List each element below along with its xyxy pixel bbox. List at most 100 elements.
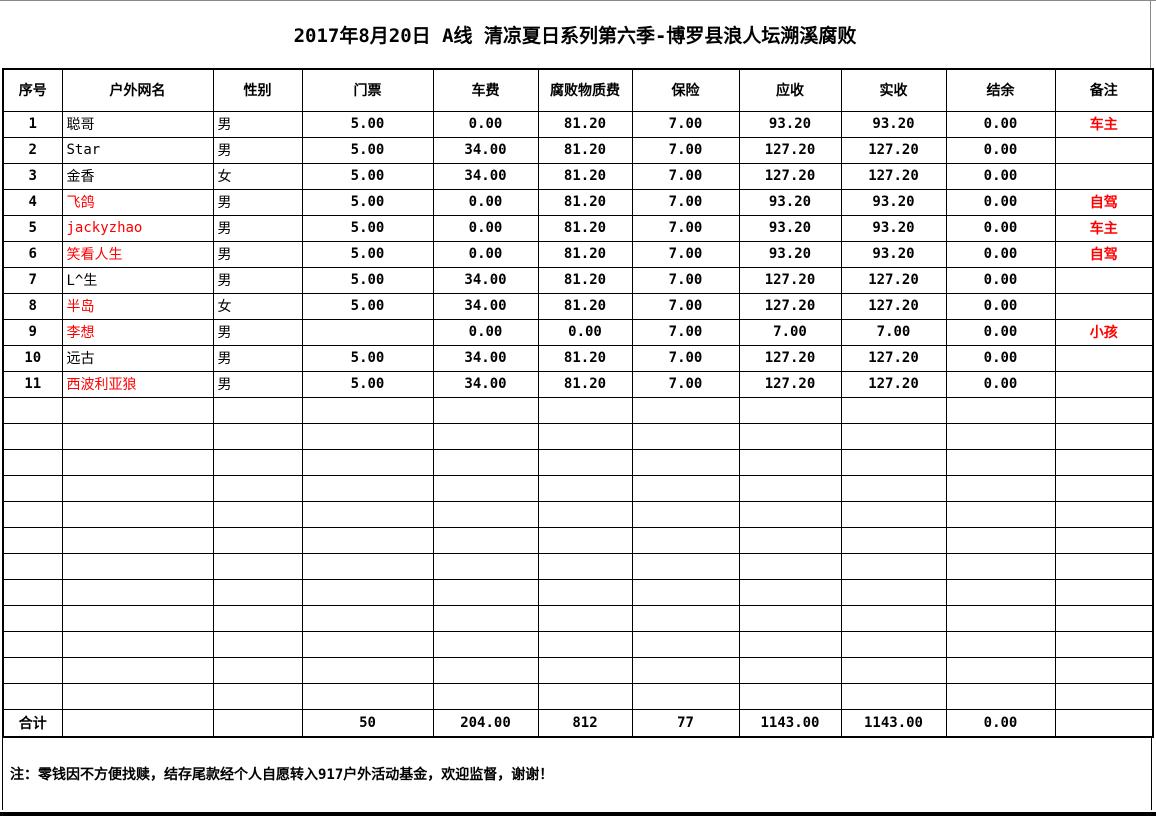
cell-insurance [631,396,740,424]
cell-gender [212,552,303,580]
table-row: 8 半岛女 5.00 34.00 81.20 7.00 127.20 127.20 0.00 [2,292,1154,320]
cell-supplies_fee: 81.20 [537,292,633,320]
cell-no: 3 [2,162,63,190]
table-row: 6 笑看人生男 5.00 0.00 81.20 7.00 93.20 93.20 0.00 自驾 [2,240,1154,268]
cell-car_fee: 0.00 [432,214,539,242]
table-row: 3 金香女 5.00 34.00 81.20 7.00 127.20 127.20 0.00 [2,162,1154,190]
cell-car_fee: 204.00 [432,708,539,738]
cell-insurance [631,448,740,476]
cell-remark [1054,162,1154,190]
cell-receivable [738,682,842,710]
cell-name [61,448,214,476]
cell-no: 1 [2,110,63,138]
cell-gender: 男 [212,188,303,216]
cell-received: 7.00 [840,318,947,346]
cell-no [2,578,63,606]
cell-receivable: 127.20 [738,266,842,294]
cell-gender: 男 [212,214,303,242]
cell-remark [1054,552,1154,580]
cell-balance [945,630,1056,658]
cell-insurance [631,578,740,606]
cell-gender: 男 [212,240,303,268]
cell-insurance: 7.00 [631,292,740,320]
cell-receivable: 127.20 [738,162,842,190]
table-row: 5 jackyzhao 男 5.00 0.00 81.20 7.00 93.20 93.20 0.… [2,214,1154,242]
page-title: 2017年8月20日 A线 清凉夏日系列第六季-博罗县浪人坛溯溪腐败 [293,25,857,47]
cell-receivable [738,396,842,424]
cell-balance [945,552,1056,580]
cell-balance [945,448,1056,476]
empty-row [2,656,1154,684]
column-header-received: 实收 [840,68,947,112]
header-row: 序号 户外网名 性别 门票 车费 腐败物质费 保险 应收 实收 结余 备注 [2,68,1154,112]
fee-table: 序号 户外网名 性别 门票 车费 腐败物质费 保险 应收 实收 结余 备注 1 聪哥男 5.00 0.00… [2,68,1154,738]
cell-receivable [738,630,842,658]
cell-received: 127.20 [840,136,947,164]
cell-received [840,526,947,554]
cell-insurance [631,630,740,658]
cell-supplies_fee: 81.20 [537,162,633,190]
cell-insurance: 7.00 [631,214,740,242]
cell-received: 127.20 [840,344,947,372]
column-header-supplies_fee: 腐败物质费 [537,68,633,112]
cell-remark [1054,500,1154,528]
page-bottom-rule [0,812,1156,816]
cell-no: 11 [2,370,63,398]
title-area: 2017年8月20日 A线 清凉夏日系列第六季-博罗县浪人坛溯溪腐败 [0,1,1151,68]
cell-gender: 男 [212,266,303,294]
cell-ticket: 5.00 [301,214,434,242]
cell-insurance: 7.00 [631,240,740,268]
cell-no [2,604,63,632]
cell-supplies_fee: 81.20 [537,370,633,398]
cell-balance: 0.00 [945,318,1056,346]
cell-insurance: 7.00 [631,162,740,190]
cell-name [61,578,214,606]
cell-car_fee [432,656,539,684]
cell-remark: 小孩 [1054,318,1154,346]
cell-no [2,474,63,502]
empty-row [2,604,1154,632]
cell-ticket: 5.00 [301,136,434,164]
cell-gender: 男 [212,110,303,138]
column-header-remark: 备注 [1054,68,1154,112]
cell-name [61,500,214,528]
cell-name [61,708,214,738]
column-header-gender: 性别 [212,68,303,112]
cell-supplies_fee: 81.20 [537,344,633,372]
cell-balance: 0.00 [945,162,1056,190]
cell-ticket [301,604,434,632]
cell-car_fee [432,578,539,606]
cell-supplies_fee [537,474,633,502]
cell-remark [1054,474,1154,502]
cell-supplies_fee: 81.20 [537,188,633,216]
cell-balance: 0.00 [945,240,1056,268]
cell-supplies_fee: 81.20 [537,136,633,164]
cell-balance: 0.00 [945,708,1056,738]
cell-receivable: 127.20 [738,344,842,372]
cell-no: 5 [2,214,63,242]
cell-gender [212,474,303,502]
cell-received [840,656,947,684]
cell-remark [1054,266,1154,294]
cell-balance: 0.00 [945,266,1056,294]
cell-insurance: 7.00 [631,318,740,346]
cell-receivable [738,578,842,606]
table-row: 10 远古男 5.00 34.00 81.20 7.00 127.20 127.20 0.00 [2,344,1154,372]
column-header-ticket: 门票 [301,68,434,112]
cell-car_fee: 34.00 [432,162,539,190]
cell-supplies_fee: 81.20 [537,240,633,268]
cell-gender [212,448,303,476]
cell-supplies_fee [537,422,633,450]
cell-name: 聪哥 [61,110,214,138]
cell-insurance [631,526,740,554]
cell-no [2,448,63,476]
empty-row [2,552,1154,580]
cell-ticket: 5.00 [301,240,434,268]
table-row: 4 飞鸽男 5.00 0.00 81.20 7.00 93.20 93.20 0.00 自驾 [2,188,1154,216]
cell-received [840,422,947,450]
cell-no: 10 [2,344,63,372]
column-header-car_fee: 车费 [432,68,539,112]
cell-balance [945,526,1056,554]
cell-car_fee [432,500,539,528]
cell-ticket [301,526,434,554]
